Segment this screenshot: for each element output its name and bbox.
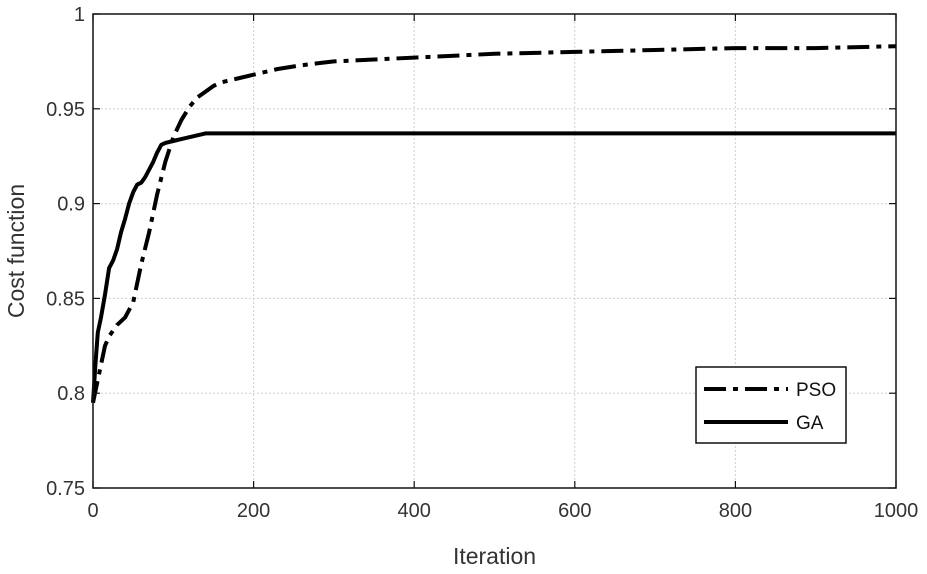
legend-label-pso: PSO [796,380,836,401]
y-tick-label: 0.75 [46,478,85,500]
plot-frame [92,13,897,489]
y-tick-label: 0.95 [46,99,85,121]
y-tick-label: 1 [74,4,85,26]
y-tick-label: 0.85 [46,288,85,310]
x-axis-title: Iteration [453,543,536,569]
x-tick-label: 0 [87,500,98,522]
series-line-pso [91,44,897,404]
x-tick-label: 800 [719,500,752,522]
y-axis-title: Cost function [3,184,29,318]
y-tick-label: 0.8 [57,383,85,405]
axis-ticks: 0 200 400 600 800 1000 0.75 0.8 0.85 0.9 0.95 1 [46,4,918,522]
series-layer [91,44,897,404]
legend: PSO GA [695,366,847,444]
y-tick-label: 0.9 [57,194,85,216]
legend-box [695,366,847,444]
x-tick-label: 200 [237,500,270,522]
x-tick-label: 400 [398,500,431,522]
x-tick-label: 600 [558,500,591,522]
legend-label-ga: GA [796,413,824,434]
x-tick-label: 1000 [874,500,919,522]
series-line-ga [91,131,896,403]
